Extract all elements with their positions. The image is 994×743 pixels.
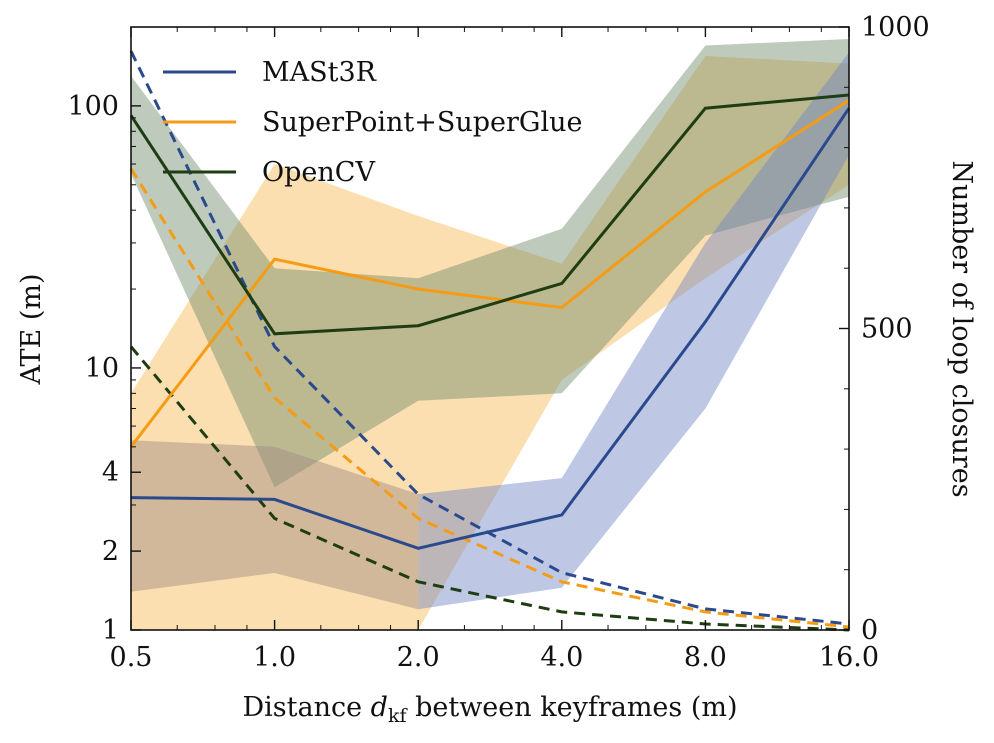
ate-line-opencv	[129, 93, 850, 336]
y-tick-label: 2	[102, 536, 119, 567]
ate-lines	[129, 93, 851, 550]
y-axis-title: ATE (m)	[16, 274, 47, 386]
y-tick-label: 100	[67, 91, 119, 122]
loop-line-opencv	[129, 345, 850, 632]
x-axis-title: Distance dkf between keyframes (m)	[242, 692, 737, 727]
legend-label: SuperPoint+SuperGlue	[262, 107, 583, 138]
y2-tick-label: 1000	[861, 12, 930, 43]
band-mast3r	[418, 52, 849, 610]
y-tick-label: 10	[85, 353, 119, 384]
y2-axis-title: Number of loop closures	[946, 160, 977, 497]
x-tick-label: 8.0	[684, 642, 727, 673]
x-tick-label: 4.0	[540, 642, 583, 673]
x-axis-title-prefix: Distance	[242, 692, 370, 723]
y2-tick-label: 0	[861, 615, 878, 646]
y-tick-label: 4	[102, 457, 119, 488]
ate-line-mast3r	[130, 107, 851, 550]
y2-tick-label: 500	[861, 314, 913, 345]
x-axis-title-var: d	[371, 692, 388, 723]
y-tick-label: 1	[102, 615, 119, 646]
legend-label: MASt3R	[262, 57, 377, 88]
x-axis-title-sub: kf	[388, 705, 409, 727]
legend: MASt3R SuperPoint+SuperGlue OpenCV	[163, 57, 583, 188]
ate-line-superpoint-superglue	[129, 99, 850, 448]
x-tick-label: 2.0	[397, 642, 440, 673]
band-mast3r-left	[131, 440, 419, 610]
x-axis-title-suffix: between keyframes (m)	[407, 692, 738, 723]
legend-label: OpenCV	[262, 157, 375, 188]
x-tick-label: 16.0	[819, 642, 879, 673]
loop-line-superpoint-superglue	[129, 167, 850, 629]
x-tick-label: 1.0	[253, 642, 296, 673]
x-tick-label: 0.5	[110, 642, 153, 673]
band-superpoint-superglue	[131, 56, 849, 630]
